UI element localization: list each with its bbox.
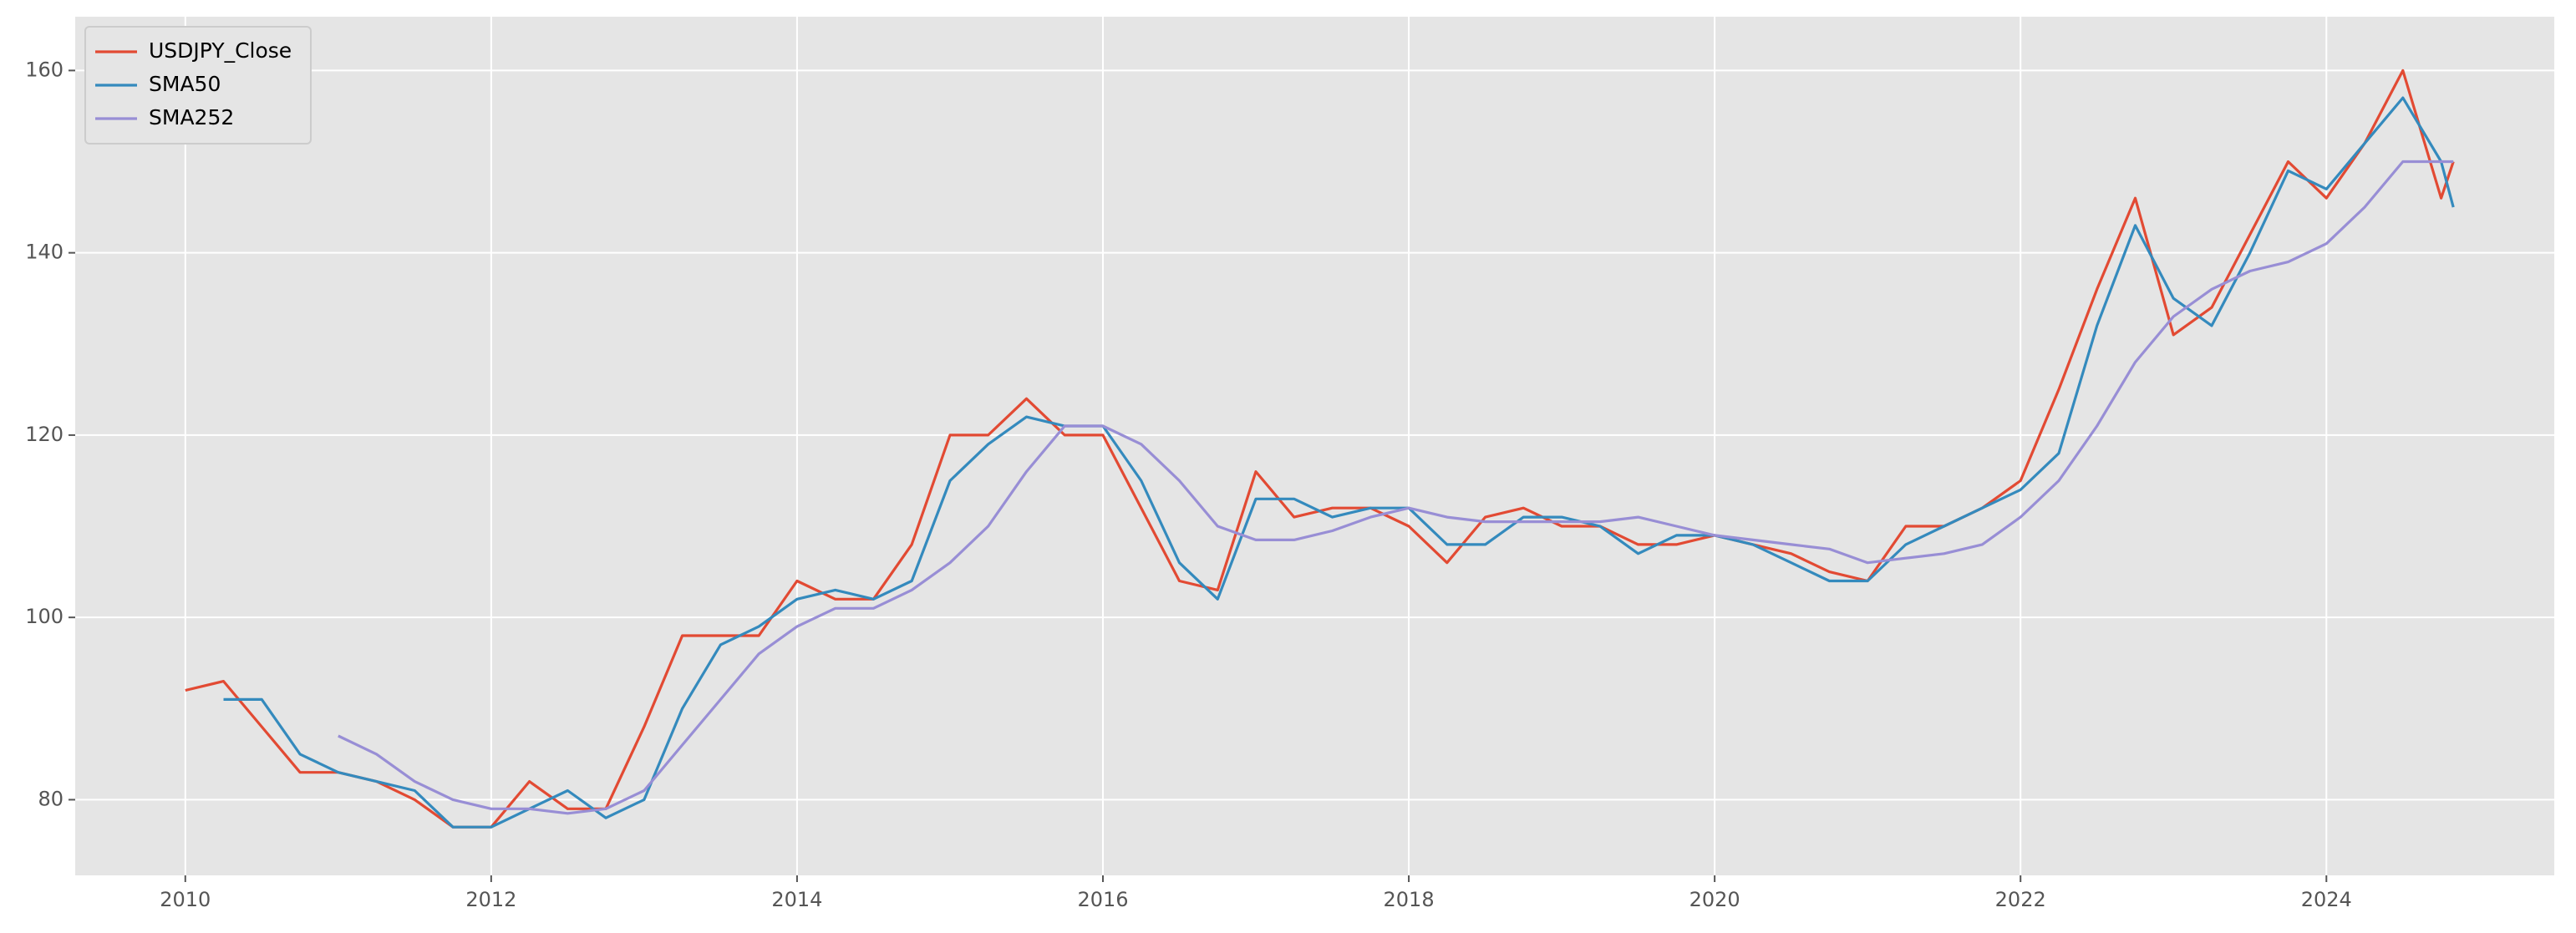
legend-box: [84, 26, 312, 145]
y-tick-label: 160: [25, 58, 64, 81]
legend-label: SMA252: [149, 105, 234, 129]
legend-label: USDJPY_Close: [149, 38, 292, 63]
x-tick-label: 2022: [1995, 888, 2046, 911]
x-tick-label: 2020: [1689, 888, 1740, 911]
series-line: [185, 68, 2455, 829]
x-tick-label: 2012: [465, 888, 516, 911]
x-tick-label: 2016: [1077, 888, 1128, 911]
x-tick-label: 2024: [2301, 888, 2352, 911]
x-tick-label: 2014: [771, 888, 822, 911]
x-tick-label: 2010: [160, 888, 211, 911]
series-line: [223, 96, 2455, 829]
x-tick-label: 2018: [1384, 888, 1435, 911]
y-tick-label: 80: [38, 787, 64, 810]
y-tick-label: 140: [25, 241, 64, 264]
y-tick-label: 120: [25, 423, 64, 446]
legend-label: SMA50: [149, 72, 221, 96]
y-tick-label: 100: [25, 605, 64, 628]
plot-area: [75, 17, 2554, 875]
series-line: [338, 160, 2454, 815]
